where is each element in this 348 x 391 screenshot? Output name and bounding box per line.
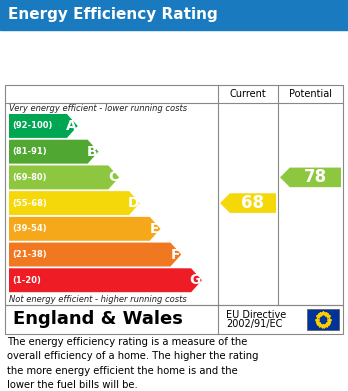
Text: B: B [87, 145, 97, 159]
Text: Energy Efficiency Rating: Energy Efficiency Rating [8, 7, 218, 23]
Bar [5, 305, 343, 334]
Polygon shape [9, 165, 119, 189]
Polygon shape [9, 268, 202, 292]
Text: G: G [190, 273, 201, 287]
Bar [0, 0, 348, 30]
Text: (69-80): (69-80) [12, 173, 47, 182]
Text: (55-68): (55-68) [12, 199, 47, 208]
Text: EU Directive: EU Directive [226, 310, 286, 319]
Polygon shape [9, 191, 140, 215]
Text: Current: Current [230, 89, 266, 99]
Text: (81-91): (81-91) [12, 147, 47, 156]
Text: 78: 78 [304, 169, 327, 187]
Text: D: D [127, 196, 139, 210]
Text: A: A [66, 119, 77, 133]
Text: England & Wales: England & Wales [13, 310, 183, 328]
Text: 68: 68 [242, 194, 264, 212]
Text: Very energy efficient - lower running costs: Very energy efficient - lower running co… [9, 104, 187, 113]
Text: (21-38): (21-38) [12, 250, 47, 259]
Text: (39-54): (39-54) [12, 224, 47, 233]
Text: Potential: Potential [289, 89, 332, 99]
Polygon shape [220, 193, 276, 213]
Polygon shape [9, 242, 181, 267]
Text: (1-20): (1-20) [12, 276, 41, 285]
Bar [5, 85, 343, 305]
Text: The energy efficiency rating is a measure of the
overall efficiency of a home. T: The energy efficiency rating is a measur… [7, 337, 259, 390]
Polygon shape [9, 114, 78, 138]
Text: (92-100): (92-100) [12, 122, 53, 131]
Polygon shape [9, 217, 160, 241]
Text: F: F [171, 248, 180, 262]
Text: C: C [108, 170, 118, 185]
Polygon shape [9, 140, 98, 163]
Bar [307, 309, 339, 330]
Text: E: E [150, 222, 159, 236]
Polygon shape [280, 168, 341, 187]
Text: 2002/91/EC: 2002/91/EC [226, 319, 282, 330]
Text: Not energy efficient - higher running costs: Not energy efficient - higher running co… [9, 295, 187, 304]
